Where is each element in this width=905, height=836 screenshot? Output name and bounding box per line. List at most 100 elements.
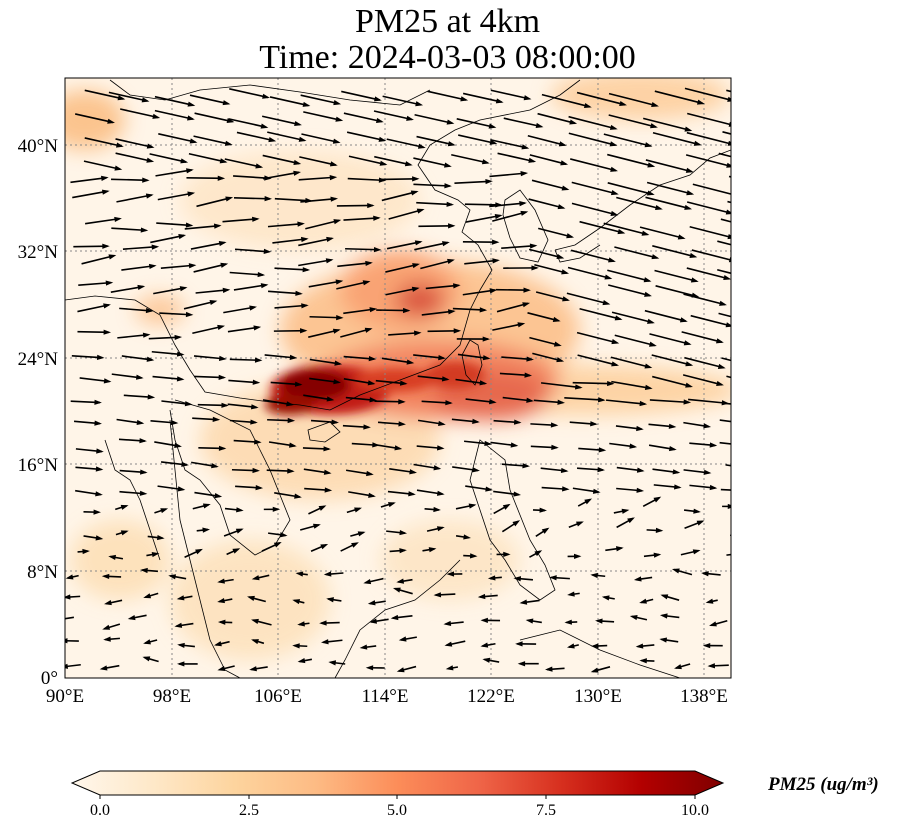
wind-vector-head xyxy=(300,328,308,334)
wind-vector-head xyxy=(574,384,583,390)
wind-vector-head xyxy=(379,160,388,166)
wind-vector xyxy=(489,202,525,208)
wind-vector xyxy=(115,152,153,163)
wind-vector xyxy=(150,234,185,244)
colorbar: 0.0 2.5 5.0 7.5 10.0 xyxy=(70,770,725,819)
wind-vector-head xyxy=(479,380,488,386)
wind-vector-head xyxy=(136,419,145,426)
wind-vector xyxy=(732,111,779,123)
wind-vector-head xyxy=(668,445,677,452)
wind-vector-head xyxy=(636,487,645,493)
wind-vector-head xyxy=(95,466,104,472)
wind-vector-head xyxy=(441,376,450,382)
wind-vector-head xyxy=(725,322,731,328)
wind-vector xyxy=(727,200,731,204)
wind-vector-head xyxy=(328,660,337,666)
wind-vector xyxy=(122,245,158,250)
wind-vector-head xyxy=(272,506,281,512)
wind-vector-head xyxy=(668,423,677,429)
wind-vector-head xyxy=(447,258,455,264)
wind-vector-head xyxy=(444,183,452,189)
lat-tick-label: 16°N xyxy=(18,455,59,476)
wind-vector xyxy=(726,553,731,556)
wind-vector xyxy=(414,241,449,251)
wind-vector-head xyxy=(369,307,378,313)
wind-vector-head xyxy=(404,161,413,167)
wind-vector-head xyxy=(232,548,241,554)
wind-vector-head xyxy=(651,254,660,260)
wind-vector-head xyxy=(519,201,527,207)
wind-vector-head xyxy=(552,316,561,322)
wind-vector-head xyxy=(741,488,749,493)
wind-vector-head xyxy=(684,126,693,132)
wind-vector-head xyxy=(617,229,626,235)
wind-vector-head xyxy=(566,643,575,649)
wind-vector-head xyxy=(399,548,407,554)
wind-vector-head xyxy=(561,269,570,275)
wind-vector-head xyxy=(564,619,572,625)
wind-vector-head xyxy=(653,496,662,503)
wind-vector-head xyxy=(95,491,103,497)
wind-vector-head xyxy=(373,215,381,221)
wind-vector-head xyxy=(321,639,329,645)
wind-vector-head xyxy=(369,618,378,624)
wind-vector-head xyxy=(217,619,226,625)
wind-vector-head xyxy=(740,442,748,447)
wind-vector-head xyxy=(485,486,493,492)
wind-vector xyxy=(651,354,692,366)
wind-vector-head xyxy=(611,339,620,345)
wind-vector-head xyxy=(369,397,378,403)
wind-vector-head xyxy=(703,469,712,475)
wind-vector-head xyxy=(351,542,359,548)
lat-tick-label: 8°N xyxy=(27,562,58,583)
wind-vector-head xyxy=(139,438,147,444)
wind-vector xyxy=(346,131,385,142)
wind-vector-head xyxy=(141,97,150,103)
wind-vector xyxy=(425,284,459,290)
wind-vector xyxy=(540,382,581,389)
wind-vector xyxy=(374,155,411,166)
wind-vector xyxy=(464,203,501,206)
wind-vector-head xyxy=(365,665,374,671)
wind-vector-head xyxy=(495,98,504,104)
wind-vector-head xyxy=(332,328,341,334)
wind-vector-head xyxy=(302,101,311,107)
wind-vector-head xyxy=(211,463,219,469)
wind-vector-head xyxy=(569,119,578,125)
wind-vector xyxy=(570,249,615,263)
wind-vector xyxy=(343,217,379,221)
wind-vector-head xyxy=(522,302,531,308)
wind-vector-head xyxy=(443,162,452,168)
wind-vector xyxy=(347,177,385,182)
wind-vector-head xyxy=(590,421,598,427)
wind-vector-head xyxy=(535,122,544,129)
wind-vector-head xyxy=(567,591,575,597)
wind-vector-head xyxy=(82,548,90,555)
wind-vector-head xyxy=(202,503,211,509)
wind-vector-head xyxy=(189,138,198,144)
wind-vector-head xyxy=(180,158,189,164)
wind-vector-head xyxy=(684,204,693,210)
wind-vector-head xyxy=(707,663,716,669)
wind-vector-head xyxy=(399,529,408,536)
wind-vector-head xyxy=(214,493,223,499)
wind-vector-head xyxy=(373,246,382,253)
wind-vector-head xyxy=(523,287,531,293)
wind-vector xyxy=(691,249,731,261)
wind-vector-head xyxy=(326,597,334,603)
wind-vector-head xyxy=(330,196,339,202)
wind-vector xyxy=(645,159,692,173)
wind-vector xyxy=(528,198,564,209)
wind-vector xyxy=(603,133,651,147)
wind-vector xyxy=(608,284,651,297)
wind-vector xyxy=(413,183,450,187)
wind-vector xyxy=(416,201,453,206)
wind-vector-head xyxy=(590,572,598,579)
wind-vector xyxy=(188,152,226,163)
wind-vector xyxy=(381,190,417,202)
wind-vector-head xyxy=(318,505,327,511)
wind-vector xyxy=(579,220,624,234)
wind-vector-head xyxy=(520,171,529,177)
wind-vector xyxy=(236,131,275,142)
wind-vector-head xyxy=(99,665,108,671)
